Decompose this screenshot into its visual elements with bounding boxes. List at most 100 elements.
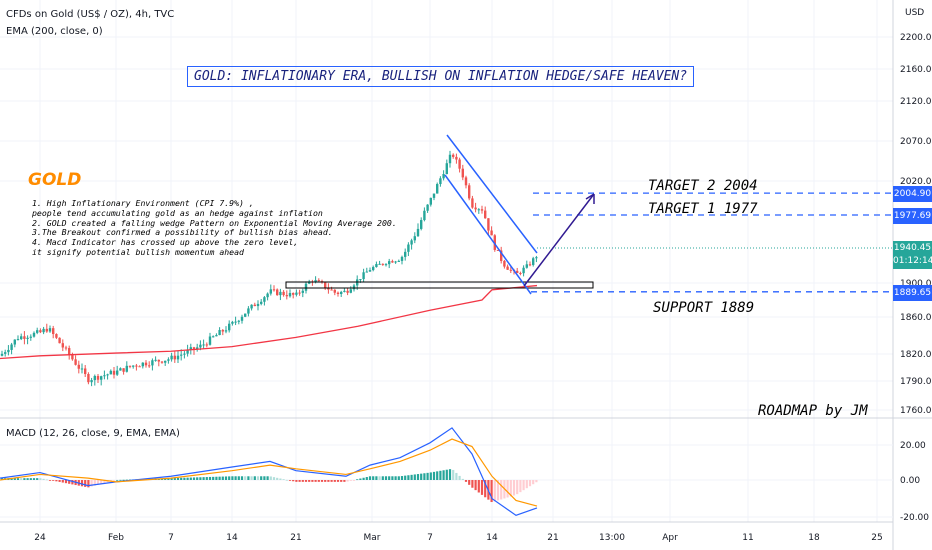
candle-body: [292, 293, 295, 295]
macd-histogram-bar: [304, 480, 308, 482]
macd-histogram-bar: [458, 475, 461, 480]
macd-histogram-bar: [205, 477, 208, 480]
notes-block: 1. High Inflationary Environment (CPI 7.…: [32, 198, 397, 258]
candle-body: [109, 370, 112, 375]
candle-body: [388, 261, 391, 265]
candle-body: [186, 349, 189, 354]
candle-body: [506, 266, 509, 270]
macd-histogram-bar: [234, 476, 237, 480]
candle-body: [343, 290, 346, 292]
time-axis[interactable]: 24 Feb 7 14 21 Mar 7 14 21 13:00 Apr 11 18 25: [34, 533, 882, 543]
candle-body: [266, 293, 269, 298]
macd-histogram-bar: [116, 479, 119, 481]
macd-histogram-bar: [240, 476, 244, 480]
macd-histogram-bar: [394, 476, 397, 480]
time-tick-label: 14: [486, 533, 498, 543]
macd-histogram-bar: [439, 470, 442, 480]
candle-body: [176, 355, 180, 360]
macd-histogram-bar: [490, 480, 493, 503]
macd-histogram-bar: [448, 469, 452, 480]
candle-body: [279, 291, 282, 296]
target2-price-tag: 2004.90: [893, 186, 932, 202]
candle-body: [4, 352, 7, 354]
macd-histogram-bar: [202, 477, 205, 480]
candle-body: [116, 370, 119, 375]
macd-histogram-bar: [164, 478, 167, 480]
candle-body: [372, 267, 375, 271]
candle-body: [276, 289, 279, 296]
candle-body: [247, 308, 250, 314]
macd-histogram-bar: [493, 480, 496, 502]
candle-body: [525, 264, 528, 268]
candlesticks: [0, 150, 538, 387]
macd-histogram-bar: [356, 479, 359, 481]
last-price-tag: 1940.45 01:12:14: [893, 241, 932, 269]
candle-body: [138, 366, 141, 368]
candle-body: [314, 280, 317, 282]
candle-body: [285, 295, 288, 297]
macd-histogram-bar: [263, 476, 266, 480]
candle-body: [317, 280, 320, 282]
candle-body: [205, 344, 208, 346]
candle-body: [330, 289, 333, 291]
macd-histogram-bar: [32, 478, 36, 480]
macd-histogram-bar: [244, 476, 247, 480]
macd-histogram-bar: [397, 476, 400, 480]
macd-histogram-bar: [186, 477, 189, 480]
target1-label: TARGET 1 1977: [648, 201, 758, 217]
macd-histogram-bar: [477, 480, 480, 493]
macd-histogram-bar: [500, 480, 503, 500]
candle-body: [173, 355, 176, 360]
macd-histogram-bar: [100, 480, 103, 484]
macd-histogram-bar: [423, 473, 426, 480]
macd-histogram-bar: [52, 480, 55, 481]
macd-histogram-bar: [410, 474, 413, 480]
candle-body: [237, 320, 240, 322]
candle-body: [516, 270, 519, 273]
macd-histogram-bar: [308, 480, 311, 482]
macd-histogram-bar: [224, 476, 228, 480]
macd-histogram-bar: [474, 480, 477, 491]
candle-body: [93, 375, 96, 381]
candle-body: [164, 360, 167, 363]
macd-histogram-bar: [372, 476, 375, 480]
macd-histogram-bar: [173, 478, 176, 480]
macd-histogram-bar: [426, 472, 429, 480]
candle-body: [333, 289, 336, 293]
candle-body: [397, 260, 400, 262]
candle-body: [535, 257, 538, 259]
candle-body: [180, 354, 183, 356]
candle-body: [426, 204, 429, 211]
candle-body: [100, 376, 103, 380]
macd-histogram-bar: [192, 477, 196, 480]
candle-body: [384, 264, 388, 266]
candle-body: [496, 249, 500, 251]
time-tick-label: 13:00: [599, 533, 625, 543]
macd-histogram-bar: [404, 475, 407, 480]
candle-body: [119, 368, 122, 371]
candle-body: [362, 272, 365, 280]
price-axis[interactable]: 2200.00 2160.00 2120.00 2070.00 2020.00 1900.…: [900, 33, 932, 523]
candle-body: [304, 283, 308, 291]
candle-body: [141, 362, 144, 367]
candle-body: [20, 336, 23, 340]
candle-body: [487, 218, 490, 231]
ema-200-line: [0, 284, 538, 360]
macd-histogram-bar: [228, 476, 231, 480]
target2-label: TARGET 2 2004: [648, 178, 758, 194]
macd-histogram-bar: [346, 480, 349, 482]
candle-body: [429, 197, 432, 205]
macd-line: [0, 427, 538, 517]
macd-histogram-bar: [391, 476, 394, 480]
price-tick-label: 1900.00: [900, 279, 932, 289]
candle-body: [359, 279, 362, 281]
candle-body: [394, 261, 397, 263]
candle-body: [80, 368, 84, 370]
macd-histogram-bar: [365, 477, 368, 480]
time-tick-label: Apr: [662, 533, 678, 543]
candle-body: [39, 330, 42, 333]
target1-price-tag: 1977.69: [893, 208, 932, 224]
macd-histogram-bar: [20, 478, 23, 480]
price-tick-label: 2120.00: [900, 97, 932, 107]
support-zone-box: [285, 281, 594, 289]
